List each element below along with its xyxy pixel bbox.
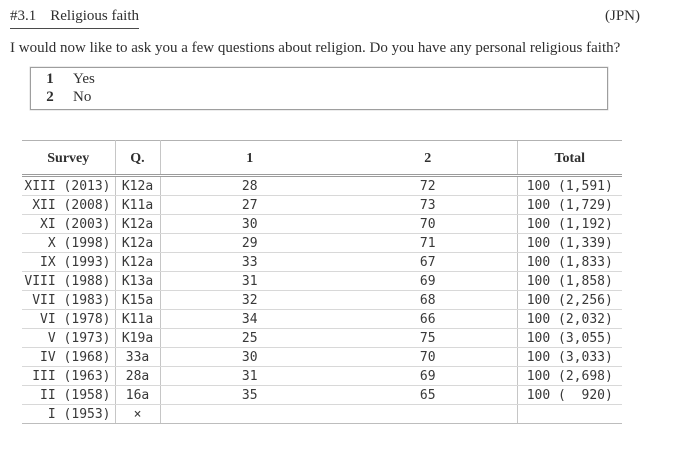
survey-cell: V (1973) — [22, 328, 116, 348]
table-row: VIII (1988) K13a 31 69 100 (1,858) — [22, 271, 622, 291]
survey-cell: I (1953) — [22, 404, 116, 424]
table-row: XIII (2013) K12a 28 72 100 (1,591) — [22, 175, 622, 196]
survey-cell: XI (2003) — [22, 214, 116, 234]
survey-cell: III (1963) — [22, 366, 116, 386]
total-cell: 100 (1,339) — [516, 233, 622, 253]
survey-cell: IV (1968) — [22, 347, 116, 367]
value1-cell: 30 — [160, 214, 339, 234]
option-row-no: 2 No — [31, 88, 607, 106]
q-cell: 33a — [115, 347, 161, 367]
q-cell: K11a — [115, 309, 161, 329]
results-table: Survey Q. 1 2 Total XIII (2013) K12a 28 … — [22, 140, 622, 424]
q-cell: K11a — [115, 195, 161, 215]
column-header-total: Total — [516, 140, 622, 177]
survey-cell: XIII (2013) — [22, 175, 116, 196]
table-row: VII (1983) K15a 32 68 100 (2,256) — [22, 290, 622, 310]
survey-cell: X (1998) — [22, 233, 116, 253]
question-number: #3.1 — [10, 8, 37, 24]
option-code: 2 — [46, 89, 54, 105]
question-title: Religious faith — [50, 8, 139, 24]
value1-cell — [160, 404, 339, 424]
column-header-2: 2 — [339, 140, 517, 177]
table-row: III (1963) 28a 31 69 100 (2,698) — [22, 366, 622, 386]
table-row: I (1953) × — [22, 404, 622, 424]
option-code: 1 — [46, 71, 54, 87]
total-cell: 100 ( 920) — [516, 385, 622, 405]
total-cell: 100 (1,591) — [516, 175, 622, 196]
value2-cell: 69 — [339, 366, 517, 386]
option-label: No — [73, 89, 92, 105]
survey-cell: VI (1978) — [22, 309, 116, 329]
column-header-1: 1 — [160, 140, 339, 177]
table-row: VI (1978) K11a 34 66 100 (2,032) — [22, 309, 622, 329]
value2-cell: 70 — [339, 214, 517, 234]
value2-cell: 71 — [339, 233, 517, 253]
value2-cell: 66 — [339, 309, 517, 329]
option-row-yes: 1 Yes — [31, 70, 607, 88]
value1-cell: 27 — [160, 195, 339, 215]
country-tag: (JPN) — [604, 8, 640, 24]
page-title: #3.1 Religious faith — [10, 8, 139, 29]
survey-cell: XII (2008) — [22, 195, 116, 215]
value2-cell: 72 — [339, 175, 517, 196]
answer-options-box: 1 Yes 2 No — [30, 67, 608, 110]
q-cell: K12a — [115, 175, 161, 196]
survey-cell: VIII (1988) — [22, 271, 116, 291]
q-cell: × — [115, 404, 161, 424]
table-row: X (1998) K12a 29 71 100 (1,339) — [22, 233, 622, 253]
total-cell: 100 (1,729) — [516, 195, 622, 215]
option-label: Yes — [73, 71, 95, 87]
total-cell: 100 (1,833) — [516, 252, 622, 272]
total-cell: 100 (2,032) — [516, 309, 622, 329]
value1-cell: 30 — [160, 347, 339, 367]
value1-cell: 34 — [160, 309, 339, 329]
value1-cell: 25 — [160, 328, 339, 348]
q-cell: K12a — [115, 233, 161, 253]
value2-cell: 73 — [339, 195, 517, 215]
q-cell: K12a — [115, 214, 161, 234]
table-header-row: Survey Q. 1 2 Total — [22, 140, 622, 177]
value1-cell: 35 — [160, 385, 339, 405]
value2-cell: 68 — [339, 290, 517, 310]
value2-cell: 75 — [339, 328, 517, 348]
q-cell: 28a — [115, 366, 161, 386]
title-bar: #3.1 Religious faith (JPN) — [0, 0, 684, 29]
survey-cell: IX (1993) — [22, 252, 116, 272]
value1-cell: 29 — [160, 233, 339, 253]
q-cell: K19a — [115, 328, 161, 348]
column-header-survey: Survey — [22, 140, 116, 177]
value2-cell: 67 — [339, 252, 517, 272]
value1-cell: 31 — [160, 366, 339, 386]
value2-cell — [339, 404, 517, 424]
q-cell: K13a — [115, 271, 161, 291]
value1-cell: 32 — [160, 290, 339, 310]
value1-cell: 28 — [160, 175, 339, 196]
column-header-q: Q. — [115, 140, 161, 177]
table-row: XII (2008) K11a 27 73 100 (1,729) — [22, 195, 622, 215]
survey-cell: II (1958) — [22, 385, 116, 405]
q-cell: K12a — [115, 252, 161, 272]
table-row: II (1958) 16a 35 65 100 ( 920) — [22, 385, 622, 405]
value2-cell: 65 — [339, 385, 517, 405]
total-cell: 100 (2,698) — [516, 366, 622, 386]
total-cell: 100 (2,256) — [516, 290, 622, 310]
total-cell: 100 (1,858) — [516, 271, 622, 291]
table-row: IX (1993) K12a 33 67 100 (1,833) — [22, 252, 622, 272]
total-cell: 100 (1,192) — [516, 214, 622, 234]
total-cell: 100 (3,055) — [516, 328, 622, 348]
table-row: V (1973) K19a 25 75 100 (3,055) — [22, 328, 622, 348]
total-cell — [516, 404, 622, 424]
table-row: XI (2003) K12a 30 70 100 (1,192) — [22, 214, 622, 234]
question-text: I would now like to ask you a few questi… — [10, 40, 621, 56]
value1-cell: 31 — [160, 271, 339, 291]
survey-cell: VII (1983) — [22, 290, 116, 310]
value1-cell: 33 — [160, 252, 339, 272]
table-row: IV (1968) 33a 30 70 100 (3,033) — [22, 347, 622, 367]
q-cell: 16a — [115, 385, 161, 405]
value2-cell: 70 — [339, 347, 517, 367]
q-cell: K15a — [115, 290, 161, 310]
total-cell: 100 (3,033) — [516, 347, 622, 367]
value2-cell: 69 — [339, 271, 517, 291]
